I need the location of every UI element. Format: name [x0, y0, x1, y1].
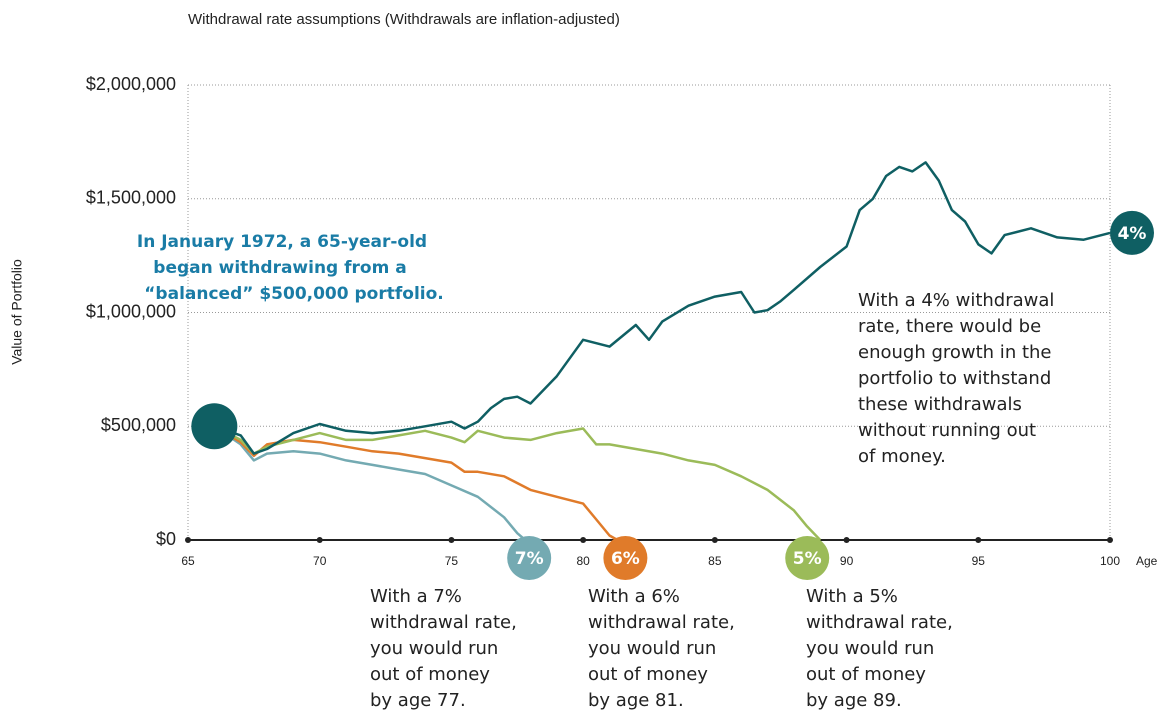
- y-tick-label: $0: [156, 529, 176, 549]
- x-tick-label: 95: [972, 554, 986, 568]
- x-tick: [316, 537, 323, 543]
- y-tick-label: $500,000: [101, 415, 176, 435]
- chart-title: Withdrawal rate assumptions (Withdrawals…: [188, 11, 620, 28]
- x-tick: [185, 537, 191, 543]
- x-tick: [975, 537, 982, 543]
- annotation: With a 4% withdrawal: [858, 290, 1054, 311]
- annotation: began withdrawing from a: [153, 258, 406, 278]
- x-tick-label: 85: [708, 554, 722, 568]
- x-axis-label: Age: [1136, 554, 1158, 568]
- x-tick: [1107, 537, 1113, 543]
- annotation: you would run: [806, 638, 934, 659]
- annotation: With a 7%: [370, 586, 462, 607]
- end-badge-label: 7%: [515, 549, 544, 569]
- x-tick-label: 90: [840, 554, 854, 568]
- annotation: rate, there would be: [858, 316, 1041, 337]
- annotation: With a 5%: [806, 586, 898, 607]
- end-badge: [785, 536, 830, 580]
- annotation: out of money: [588, 664, 708, 685]
- annotation: With a 6%: [588, 586, 680, 607]
- x-tick-label: 65: [181, 554, 195, 568]
- series-line: [213, 425, 527, 541]
- annotation: “balanced” $500,000 portfolio.: [144, 284, 443, 304]
- end-badge: [507, 536, 552, 580]
- end-badge-label: 4%: [1118, 224, 1147, 244]
- annotation: out of money: [370, 664, 490, 685]
- end-badge-label: 5%: [793, 549, 822, 569]
- annotation: you would run: [370, 638, 498, 659]
- annotation: you would run: [588, 638, 716, 659]
- series-line: [213, 161, 1111, 455]
- annotation: withdrawal rate,: [370, 612, 517, 633]
- end-badge: [603, 536, 648, 580]
- annotation: enough growth in the: [858, 342, 1051, 363]
- x-tick-label: 75: [445, 554, 459, 568]
- annotation: by age 81.: [588, 690, 684, 711]
- y-tick-label: $1,000,000: [86, 301, 176, 321]
- annotation: withdrawal rate,: [588, 612, 735, 633]
- annotation: portfolio to withstand: [858, 368, 1051, 389]
- annotation: In January 1972, a 65-year-old: [137, 232, 427, 252]
- annotation: without running out: [858, 420, 1036, 441]
- x-tick-label: 80: [576, 554, 590, 568]
- series-line: [213, 425, 619, 542]
- x-tick-label: 100: [1100, 554, 1120, 568]
- x-tick: [448, 537, 455, 543]
- x-tick: [843, 537, 850, 543]
- annotation: these withdrawals: [858, 394, 1022, 415]
- series-line: [213, 425, 822, 541]
- annotation: of money.: [858, 446, 946, 467]
- annotation: by age 89.: [806, 690, 902, 711]
- y-axis-label: Value of Portfolio: [9, 259, 25, 365]
- start-marker: [191, 403, 238, 450]
- end-badge: [1110, 210, 1154, 255]
- annotation: withdrawal rate,: [806, 612, 953, 633]
- x-tick-label: 70: [313, 554, 327, 568]
- annotation: by age 77.: [370, 690, 466, 711]
- end-badge-label: 6%: [611, 549, 640, 569]
- annotation: out of money: [806, 664, 926, 685]
- x-tick: [711, 537, 718, 543]
- x-tick: [580, 537, 587, 543]
- y-tick-label: $2,000,000: [86, 74, 176, 94]
- y-tick-label: $1,500,000: [86, 188, 176, 208]
